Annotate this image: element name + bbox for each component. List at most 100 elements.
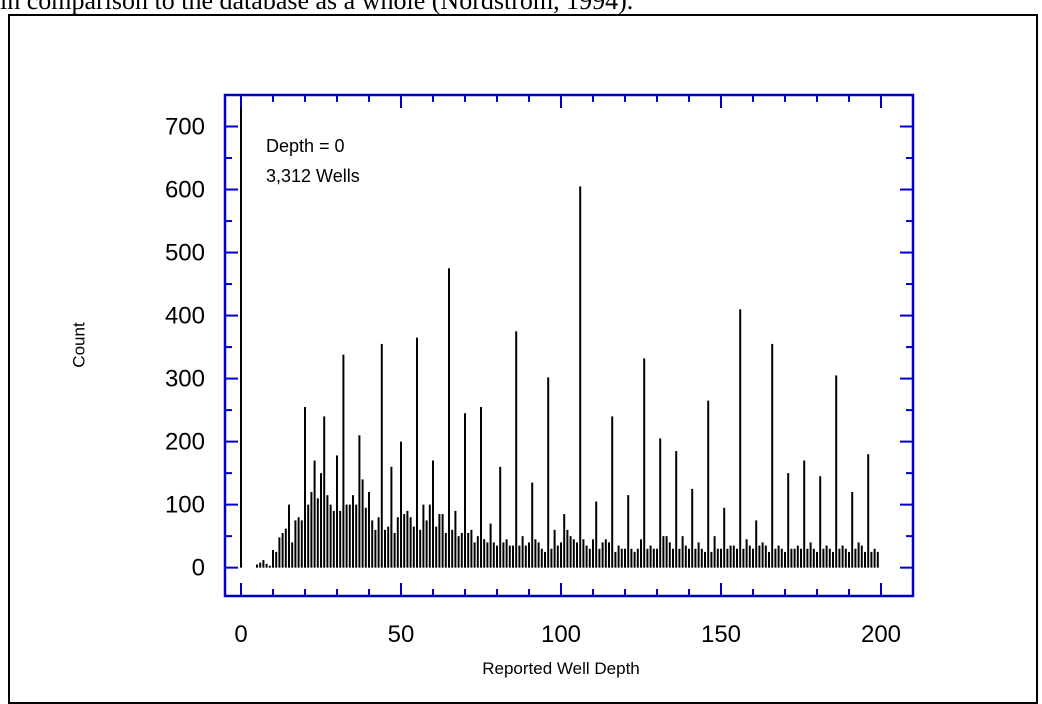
bar-depth-36 — [355, 504, 358, 568]
bar-depth-117 — [614, 551, 617, 568]
bar-depth-58 — [425, 520, 428, 568]
bar-depth-43 — [377, 517, 380, 568]
bar-depth-81 — [499, 466, 502, 568]
bar-depth-116 — [611, 416, 614, 568]
bar-depth-39 — [364, 507, 367, 568]
bar-depth-103 — [569, 536, 572, 568]
bar-depth-83 — [505, 539, 508, 568]
bar-depth-82 — [502, 542, 505, 568]
bar-depth-155 — [736, 548, 738, 568]
bar-depth-169 — [780, 548, 783, 568]
bar-depth-188 — [841, 545, 844, 568]
annotation-depth: Depth = 0 — [266, 136, 345, 156]
bar-depth-97 — [550, 548, 553, 568]
bar-depth-72 — [470, 529, 473, 568]
bar-depth-59 — [428, 504, 431, 568]
bar-depth-19 — [300, 520, 303, 568]
bar-depth-11 — [275, 551, 278, 568]
y-tick-label-400: 400 — [165, 303, 205, 330]
bar-depth-134 — [668, 542, 671, 568]
bar-depth-84 — [508, 545, 511, 568]
bar-depth-130 — [656, 548, 658, 568]
bar-depth-69 — [460, 532, 463, 568]
bar-depth-12 — [278, 537, 281, 568]
bar-depth-152 — [726, 548, 729, 568]
bar-depth-41 — [371, 520, 374, 568]
bar-depth-146 — [707, 400, 710, 568]
bar-depth-17 — [294, 520, 297, 568]
bar-depth-137 — [678, 548, 681, 568]
y-tick-label-100: 100 — [165, 492, 205, 519]
bar-depth-95 — [544, 551, 546, 568]
bar-depth-90 — [528, 542, 530, 568]
bar-depth-76 — [483, 539, 486, 568]
x-tick-label-50: 50 — [388, 621, 415, 648]
bar-depth-118 — [617, 545, 620, 568]
bar-depth-197 — [870, 551, 873, 568]
bar-depth-174 — [796, 545, 799, 568]
bar-depth-75 — [480, 406, 482, 568]
bar-depth-186 — [835, 375, 838, 568]
bar-depth-61 — [435, 526, 438, 568]
y-tick-label-200: 200 — [165, 429, 205, 456]
bar-depth-7 — [262, 560, 265, 568]
bar-depth-37 — [358, 435, 361, 568]
bar-depth-8 — [265, 563, 268, 568]
bar-depth-139 — [684, 545, 687, 568]
bar-depth-150 — [720, 548, 722, 568]
bar-depth-171 — [787, 473, 790, 568]
bar-depth-33 — [345, 504, 348, 568]
bar-depth-129 — [652, 548, 655, 568]
bar-depth-153 — [729, 545, 732, 568]
bar-depth-101 — [563, 514, 566, 568]
bar-depth-15 — [288, 504, 290, 568]
bar-depth-18 — [297, 517, 300, 568]
bar-depth-190 — [848, 551, 850, 568]
bar-depth-91 — [531, 482, 534, 568]
bar-depth-77 — [486, 542, 489, 568]
bar-depth-80 — [496, 545, 498, 568]
y-tick-label-0: 0 — [192, 555, 205, 582]
bar-depth-173 — [793, 548, 796, 568]
bar-depth-107 — [582, 539, 585, 568]
bar-depth-108 — [585, 545, 588, 568]
y-tick-label-500: 500 — [165, 240, 205, 267]
x-tick-label-200: 200 — [861, 621, 901, 648]
bar-depth-119 — [620, 548, 623, 568]
bar-depth-112 — [598, 548, 601, 568]
bar-depth-27 — [326, 495, 329, 568]
bar-depth-195 — [864, 551, 866, 568]
bar-depth-16 — [291, 542, 294, 568]
bar-depth-5 — [256, 564, 258, 568]
bar-depth-109 — [588, 548, 591, 568]
bar-depth-138 — [681, 536, 684, 568]
bar-depth-67 — [454, 510, 457, 568]
bar-depth-104 — [572, 539, 575, 568]
bar-depth-30 — [336, 455, 338, 568]
bar-depth-87 — [518, 545, 521, 568]
bar-depth-144 — [700, 548, 703, 568]
bar-depth-13 — [281, 532, 284, 568]
annotation-wells: 3,312 Wells — [266, 166, 360, 186]
bar-depth-122 — [630, 548, 633, 568]
bar-depth-63 — [441, 514, 444, 568]
bar-depth-73 — [473, 542, 476, 568]
bar-depth-50 — [400, 441, 402, 568]
bar-depth-100 — [560, 542, 562, 568]
bar-depth-177 — [806, 548, 809, 568]
bar-depth-149 — [716, 548, 719, 568]
bar-depth-178 — [809, 542, 812, 568]
bar-depth-140 — [688, 548, 690, 568]
x-axis-title: Reported Well Depth — [482, 659, 640, 678]
bar-depth-14 — [284, 528, 287, 568]
bar-depth-133 — [665, 536, 668, 568]
bar-depth-141 — [691, 488, 694, 568]
bar-depth-26 — [323, 416, 326, 568]
bar-depth-187 — [838, 548, 841, 568]
bar-depth-168 — [777, 545, 780, 568]
bar-depth-198 — [873, 548, 876, 568]
bar-depth-89 — [524, 545, 527, 568]
bar-depth-6 — [259, 562, 262, 568]
bar-depth-78 — [489, 523, 492, 568]
bar-depth-125 — [640, 539, 642, 568]
